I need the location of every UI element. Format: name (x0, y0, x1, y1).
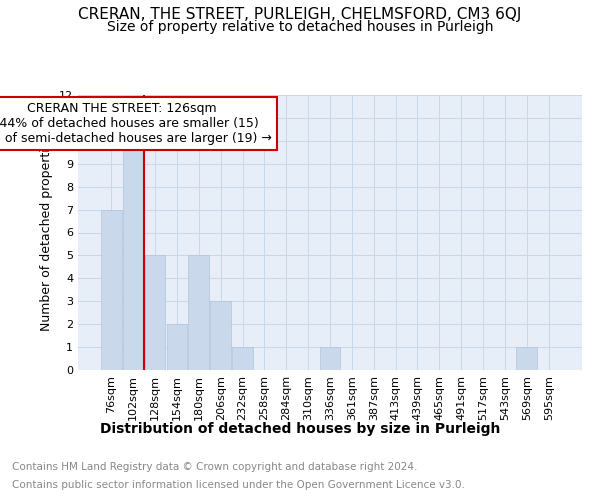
Bar (210, 301, 231, 370)
Text: Size of property relative to detached houses in Purleigh: Size of property relative to detached ho… (107, 20, 493, 34)
Text: Distribution of detached houses by size in Purleigh: Distribution of detached houses by size … (100, 422, 500, 436)
Text: CRERAN THE STREET: 126sqm
← 44% of detached houses are smaller (15)
56% of semi-: CRERAN THE STREET: 126sqm ← 44% of detac… (0, 102, 272, 145)
Bar (517, 347, 537, 370)
Text: Contains HM Land Registry data © Crown copyright and database right 2024.: Contains HM Land Registry data © Crown c… (12, 462, 418, 472)
Y-axis label: Number of detached properties: Number of detached properties (40, 134, 53, 331)
Bar (167, 324, 187, 370)
Bar (101, 210, 122, 370)
Bar (232, 347, 253, 370)
Bar (320, 347, 340, 370)
Text: Contains public sector information licensed under the Open Government Licence v3: Contains public sector information licen… (12, 480, 465, 490)
Text: CRERAN, THE STREET, PURLEIGH, CHELMSFORD, CM3 6QJ: CRERAN, THE STREET, PURLEIGH, CHELMSFORD… (79, 8, 521, 22)
Bar (145, 256, 166, 370)
Bar (123, 141, 143, 370)
Bar (188, 256, 209, 370)
